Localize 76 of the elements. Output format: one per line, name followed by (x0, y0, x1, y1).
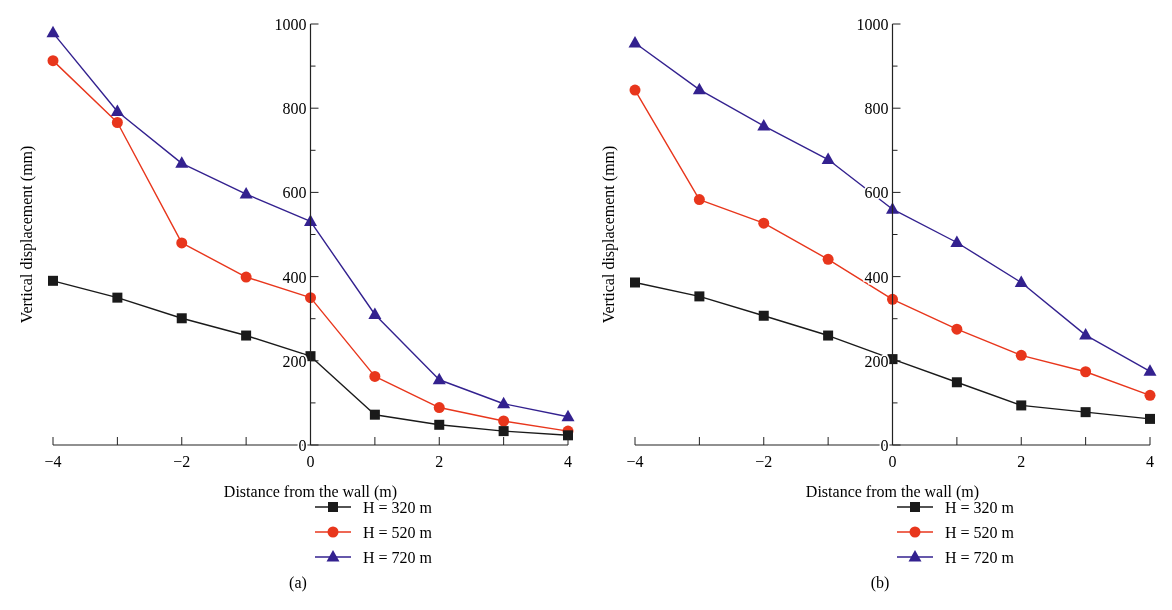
x-tick-label: 2 (435, 453, 444, 470)
y-tick-label: 800 (864, 100, 889, 118)
point (757, 118, 771, 131)
point (692, 82, 706, 95)
point (1144, 389, 1156, 401)
y-tick-label: 0 (298, 437, 307, 454)
x-tick-label: 2 (1017, 453, 1026, 470)
point (1079, 328, 1093, 340)
point (821, 152, 835, 165)
point (1015, 349, 1027, 361)
point (498, 415, 510, 427)
point (1080, 366, 1092, 378)
x-tick-label: −2 (755, 453, 773, 470)
point (1014, 275, 1028, 287)
y-tick-label: 1000 (856, 16, 889, 33)
point (175, 156, 189, 168)
point (1080, 407, 1091, 418)
point (369, 409, 380, 420)
point (110, 104, 124, 117)
point (823, 330, 834, 341)
point (240, 271, 252, 283)
point (951, 377, 962, 388)
point (369, 370, 381, 382)
text: (b) (870, 574, 890, 592)
x-tick-label: −4 (626, 453, 644, 470)
x-axis-title: Distance from the wall (m) (223, 483, 398, 501)
y-tick-label: 800 (282, 100, 307, 118)
legend-label: H = 520 m (945, 524, 1015, 541)
point (950, 235, 964, 247)
point (112, 292, 123, 303)
point (1143, 364, 1157, 376)
point (497, 396, 511, 409)
y-axis-title: Vertical displacement (mm) (18, 145, 36, 324)
point (951, 323, 963, 335)
point (239, 187, 253, 199)
legend-label: H = 520 m (363, 524, 433, 541)
point (563, 430, 573, 441)
point (176, 237, 188, 249)
point (628, 35, 642, 48)
point (629, 84, 641, 96)
point (758, 217, 770, 229)
y-tick-label: 400 (282, 268, 307, 286)
x-tick-label: 4 (564, 453, 572, 470)
text: (a) (289, 574, 307, 592)
y-tick-label: 0 (880, 437, 889, 454)
x-tick-label: 4 (1146, 453, 1154, 470)
y-axis-title: Vertical displacement (mm) (600, 145, 618, 324)
y-tick-label: 600 (282, 184, 307, 202)
point (432, 372, 446, 385)
point (368, 307, 382, 319)
point (693, 194, 705, 206)
point (1145, 413, 1155, 424)
point (822, 253, 834, 265)
y-tick-label: 200 (864, 352, 889, 370)
legend-label: H = 720 m (945, 549, 1015, 566)
x-tick-label: −2 (173, 453, 191, 470)
point (434, 419, 445, 430)
x-tick-label: −4 (44, 453, 62, 470)
legend-label: H = 720 m (363, 549, 433, 566)
point (176, 313, 187, 324)
y-tick-label: 1000 (274, 16, 307, 33)
point (630, 277, 640, 288)
point (111, 117, 123, 129)
x-axis-title: Distance from the wall (m) (805, 483, 980, 501)
point (433, 402, 445, 414)
point (561, 409, 575, 422)
point (46, 25, 60, 38)
point (47, 55, 59, 67)
point (1016, 400, 1027, 411)
point (694, 291, 705, 302)
point (241, 330, 252, 341)
y-tick-label: 400 (864, 268, 889, 286)
y-tick-label: 200 (282, 352, 307, 370)
point (498, 426, 509, 437)
point (48, 275, 58, 286)
point (758, 310, 769, 321)
